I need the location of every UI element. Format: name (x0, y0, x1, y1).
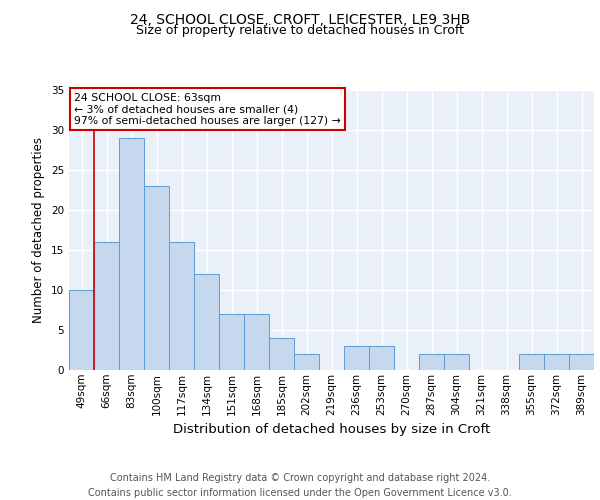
Bar (419, 354, 444, 370)
Bar (519, 354, 544, 370)
X-axis label: Distribution of detached houses by size in Croft: Distribution of detached houses by size … (173, 423, 490, 436)
Bar (344, 346, 369, 370)
Bar (219, 314, 244, 370)
Bar (144, 186, 169, 370)
Bar (569, 354, 594, 370)
Y-axis label: Number of detached properties: Number of detached properties (32, 137, 46, 323)
Bar (544, 354, 569, 370)
Bar (169, 242, 194, 370)
Bar (369, 346, 394, 370)
Bar (294, 354, 319, 370)
Bar (269, 338, 294, 370)
Bar (194, 274, 219, 370)
Text: 24 SCHOOL CLOSE: 63sqm
← 3% of detached houses are smaller (4)
97% of semi-detac: 24 SCHOOL CLOSE: 63sqm ← 3% of detached … (74, 93, 341, 126)
Text: Contains HM Land Registry data © Crown copyright and database right 2024.
Contai: Contains HM Land Registry data © Crown c… (88, 472, 512, 498)
Bar (444, 354, 469, 370)
Bar (94, 242, 119, 370)
Text: 24, SCHOOL CLOSE, CROFT, LEICESTER, LE9 3HB: 24, SCHOOL CLOSE, CROFT, LEICESTER, LE9 … (130, 12, 470, 26)
Text: Size of property relative to detached houses in Croft: Size of property relative to detached ho… (136, 24, 464, 37)
Bar (69, 290, 94, 370)
Bar (119, 138, 144, 370)
Bar (244, 314, 269, 370)
